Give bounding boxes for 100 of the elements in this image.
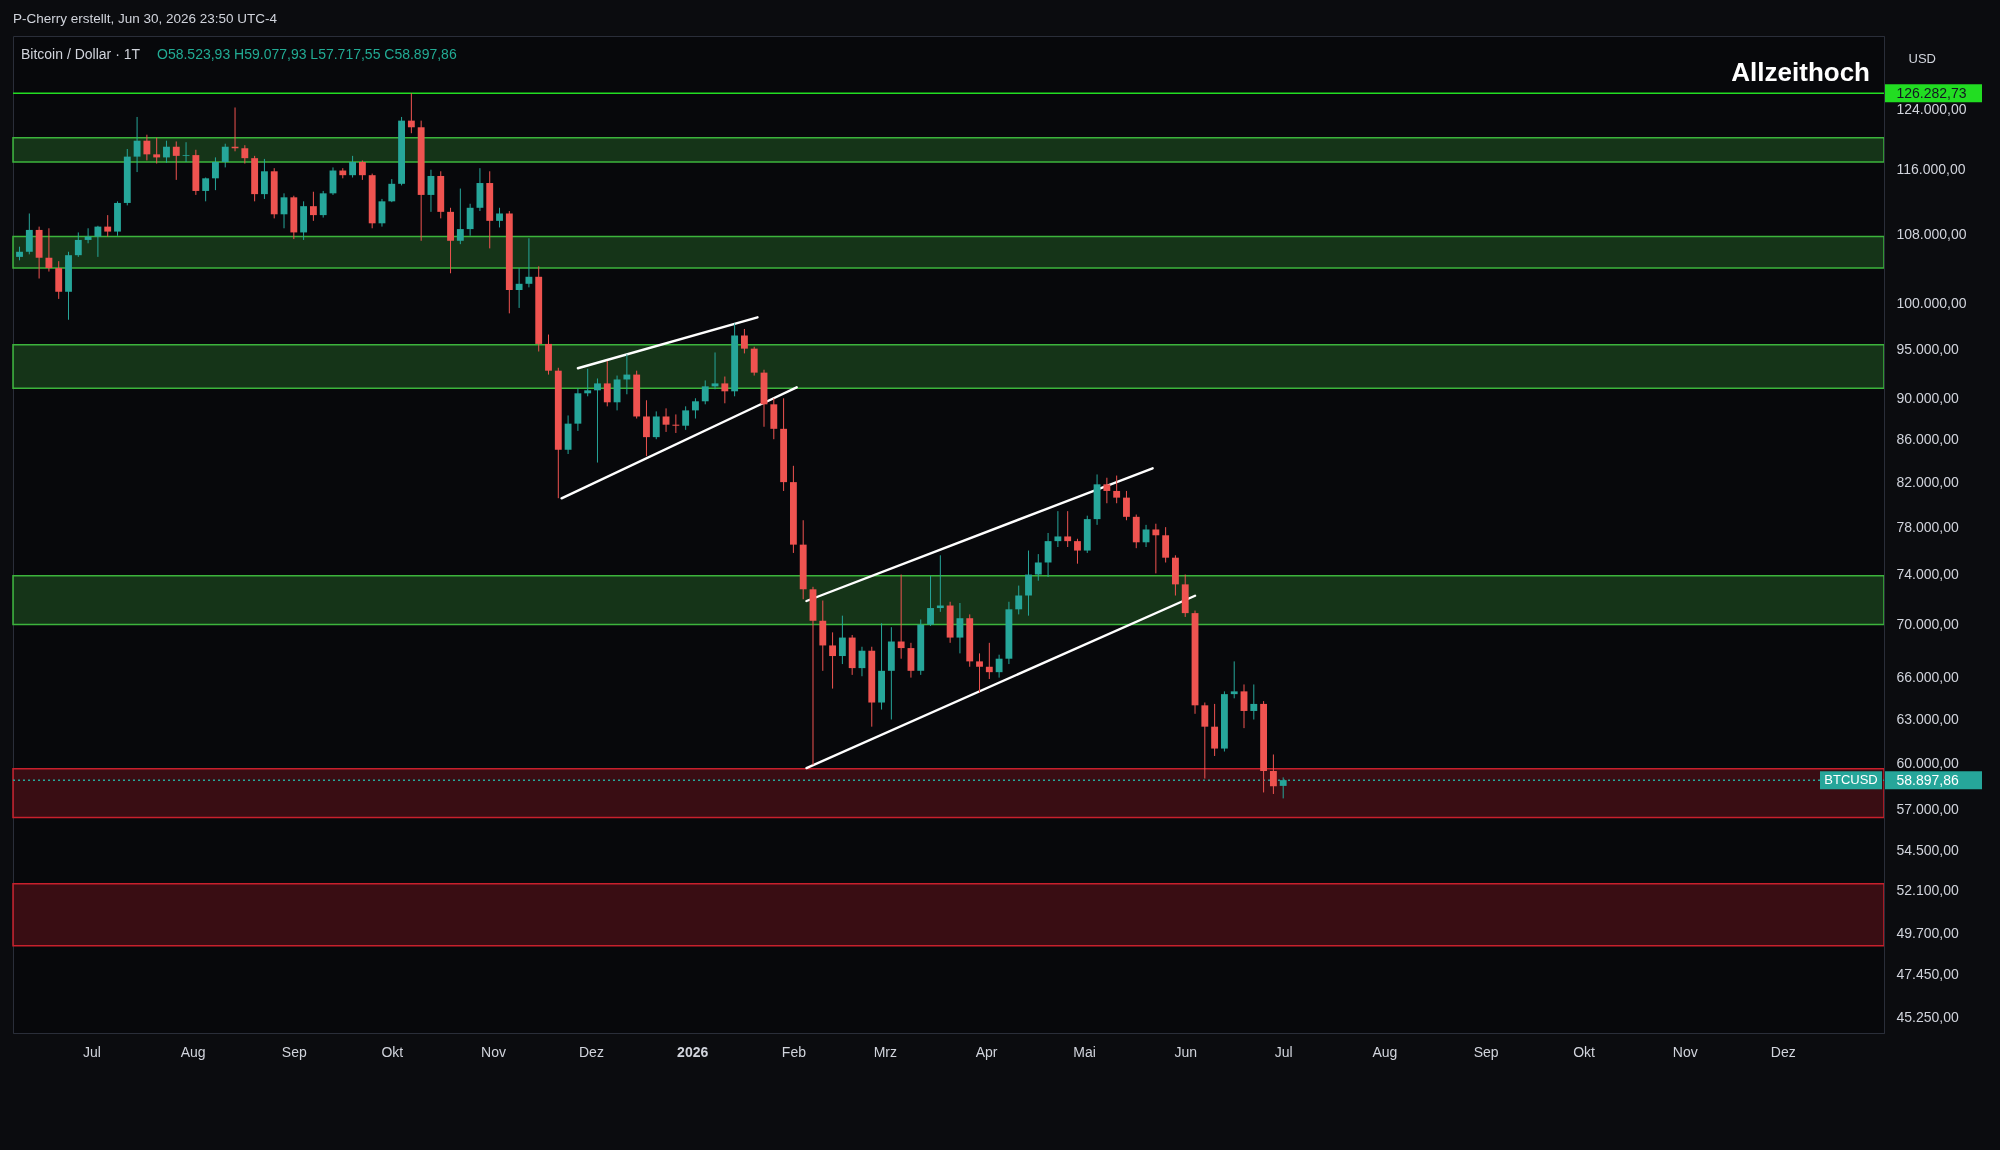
candlestick [1015,585,1023,615]
candlestick [672,413,680,434]
candlestick [584,368,592,397]
candlestick [1044,532,1052,578]
candlestick [143,134,151,161]
x-tick-label: Aug [1372,1043,1398,1060]
x-tick-label: Sep [281,1043,307,1060]
candlestick [701,379,709,405]
x-tick-label: Dez [579,1043,604,1060]
y-tick-label: 63.000,00 [1896,711,1959,728]
candlestick [1074,538,1081,565]
candlestick [94,225,102,258]
x-tick-label: Nov [1672,1043,1698,1060]
candlestick [829,631,837,690]
y-tick-label: 74.000,00 [1896,566,1959,583]
candlestick [1230,660,1238,699]
ref-line-label: BTCUSD [1824,772,1878,788]
y-tick-label: 90.000,00 [1896,389,1959,406]
x-tick-label: Dez [1770,1043,1796,1060]
candlestick [838,615,846,665]
candlestick [643,399,650,457]
candlestick [45,227,53,273]
candlestick [55,260,63,300]
candlestick [1152,523,1160,574]
candlestick [466,203,474,237]
candlestick [985,642,993,680]
candlestick [692,397,699,420]
x-tick-label: Aug [180,1043,206,1060]
candlestick [1211,703,1219,757]
candlestick [956,602,964,654]
candlestick [1162,526,1170,563]
candlestick [163,140,170,164]
y-tick-label: 54.500,00 [1896,841,1959,858]
candlestick [319,190,327,219]
x-tick-label: Okt [1573,1043,1596,1060]
y-tick-label: 78.000,00 [1896,518,1959,535]
candlestick [1034,553,1042,582]
y-tick-label: 126.282,73 [1896,84,1967,101]
text: Bitcoin / Dollar · 1T [21,46,141,62]
y-tick-label: 100.000,00 [1896,294,1967,311]
candlestick [682,405,690,431]
x-tick-label: Nov [481,1043,506,1060]
candlestick [349,155,357,179]
y-tick-label: 60.000,00 [1896,754,1959,771]
candlestick [927,575,934,627]
y-tick-label: 108.000,00 [1896,225,1967,242]
x-tick-label: Mai [1073,1043,1096,1060]
candlestick [172,140,180,181]
x-tick-label: Jun [1174,1043,1198,1060]
candlestick [261,158,268,200]
text: P-Cherry erstellt, Jun 30, 2026 23:50 UTC-4 [13,11,278,26]
candlestick [1113,475,1121,504]
candlestick [662,407,670,433]
candlestick [1269,753,1277,795]
x-tick-label: 2026 [677,1043,709,1060]
candlestick [1064,510,1072,548]
x-tick-label: Okt [381,1043,404,1060]
candlestick [407,92,415,134]
y-tick-label: 49.700,00 [1896,924,1959,941]
y-tick-label: 57.000,00 [1896,801,1959,818]
y-axis-title: USD [1908,50,1936,66]
candlestick [897,574,905,660]
candlestick [995,654,1003,679]
candlestick [496,207,503,228]
candlestick [525,237,533,288]
candlestick [613,375,621,411]
y-tick-label: 124.000,00 [1896,101,1967,118]
x-tick-label: Feb [781,1043,807,1060]
candlestick [976,652,983,694]
candlestick [358,159,366,181]
candlestick [153,137,161,165]
candlestick [515,267,523,309]
candlestick [1103,477,1111,504]
candlestick [388,178,396,203]
candlestick [456,188,464,245]
y-tick-label: 70.000,00 [1896,616,1959,633]
candlestick [1250,683,1258,721]
candlestick [1054,510,1062,548]
candlestick [594,377,601,464]
candlestick [25,212,33,255]
x-tick-label: Jul [82,1043,101,1060]
x-tick-label: Mrz [873,1043,897,1060]
candlestick [721,376,729,404]
candlestick [740,328,748,354]
candlestick [241,144,249,165]
candlestick [182,141,190,163]
candlestick [1025,550,1032,617]
y-tick-label: 58.897,86 [1896,771,1959,788]
candlestick [104,214,112,238]
x-tick-label: Jul [1274,1043,1293,1060]
candlestick [1240,683,1248,729]
text: O58.523,93 H59.077,93 L57.717,55 C58.897,86 [157,46,457,62]
candlestick [212,156,219,191]
candlestick [711,351,719,390]
y-tick-label: 116.000,00 [1896,161,1966,178]
candlestick [1123,490,1130,521]
candlestick [750,346,758,377]
candlestick [84,227,92,244]
y-tick-label: 52.100,00 [1896,882,1959,899]
y-tick-label: 45.250,00 [1896,1009,1959,1026]
